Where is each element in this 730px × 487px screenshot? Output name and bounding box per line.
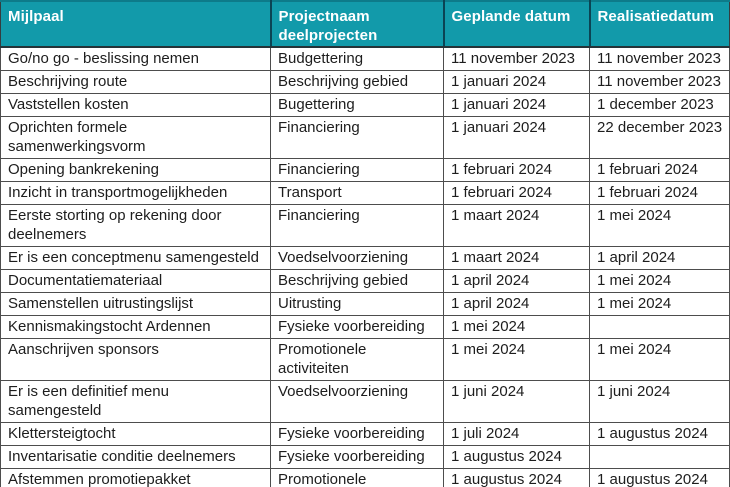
cell-projectnaam: Beschrijving gebied xyxy=(270,70,444,94)
cell-mijlpaal: Kennismakingstocht Ardennen xyxy=(0,315,271,339)
table-row: Samenstellen uitrustingslijst Uitrusting… xyxy=(0,292,730,316)
cell-geplande-datum: 1 mei 2024 xyxy=(443,338,590,381)
cell-geplande-datum: 1 januari 2024 xyxy=(443,93,590,117)
column-header-realisatiedatum: Realisatiedatum xyxy=(589,1,730,48)
cell-realisatiedatum: 1 mei 2024 xyxy=(589,292,730,316)
cell-mijlpaal: Vaststellen kosten xyxy=(0,93,271,117)
cell-mijlpaal: Er is een conceptmenu samengesteld xyxy=(0,246,271,270)
cell-geplande-datum: 1 augustus 2024 xyxy=(443,445,590,469)
cell-mijlpaal: Aanschrijven sponsors xyxy=(0,338,271,381)
cell-geplande-datum: 1 januari 2024 xyxy=(443,116,590,159)
cell-geplande-datum: 1 februari 2024 xyxy=(443,158,590,182)
cell-mijlpaal: Klettersteigtocht xyxy=(0,422,271,446)
cell-projectnaam: Fysieke voorbereiding xyxy=(270,315,444,339)
table-row: Vaststellen kosten Bugettering 1 januari… xyxy=(0,93,730,117)
cell-projectnaam: Transport xyxy=(270,181,444,205)
cell-mijlpaal: Er is een definitief menu samengesteld xyxy=(0,380,271,423)
table-row: Aanschrijven sponsors Promotionele activ… xyxy=(0,338,730,381)
column-header-projectnaam-deelprojecten: Projectnaam deelprojecten xyxy=(270,1,445,48)
table-row: Er is een conceptmenu samengesteld Voeds… xyxy=(0,246,730,270)
table-row: Documentatiemateriaal Beschrijving gebie… xyxy=(0,269,730,293)
cell-realisatiedatum: 1 februari 2024 xyxy=(589,181,730,205)
cell-projectnaam: Financiering xyxy=(270,158,444,182)
table-row: Inventarisatie conditie deelnemers Fysie… xyxy=(0,445,730,469)
cell-projectnaam: Budgettering xyxy=(270,46,444,71)
cell-geplande-datum: 11 november 2023 xyxy=(443,46,590,71)
cell-geplande-datum: 1 augustus 2024 xyxy=(443,468,590,487)
cell-realisatiedatum: 1 februari 2024 xyxy=(589,158,730,182)
cell-realisatiedatum: 11 november 2023 xyxy=(589,46,730,71)
cell-realisatiedatum xyxy=(589,315,730,339)
cell-realisatiedatum: 11 november 2023 xyxy=(589,70,730,94)
table-row: Inzicht in transportmogelijkheden Transp… xyxy=(0,181,730,205)
cell-projectnaam: Fysieke voorbereiding xyxy=(270,445,444,469)
cell-projectnaam: Fysieke voorbereiding xyxy=(270,422,444,446)
cell-realisatiedatum: 1 december 2023 xyxy=(589,93,730,117)
cell-mijlpaal: Inzicht in transportmogelijkheden xyxy=(0,181,271,205)
table-row: Opening bankrekening Financiering 1 febr… xyxy=(0,158,730,182)
cell-mijlpaal: Beschrijving route xyxy=(0,70,271,94)
cell-realisatiedatum xyxy=(589,445,730,469)
cell-geplande-datum: 1 juli 2024 xyxy=(443,422,590,446)
table-row: Go/no go - beslissing nemen Budgettering… xyxy=(0,46,730,71)
cell-geplande-datum: 1 april 2024 xyxy=(443,269,590,293)
cell-geplande-datum: 1 juni 2024 xyxy=(443,380,590,423)
cell-geplande-datum: 1 maart 2024 xyxy=(443,246,590,270)
cell-realisatiedatum: 1 augustus 2024 xyxy=(589,468,730,487)
cell-projectnaam: Promotionele activiteiten xyxy=(270,468,444,487)
cell-projectnaam: Bugettering xyxy=(270,93,444,117)
table-header-row: Mijlpaal Projectnaam deelprojecten Gepla… xyxy=(0,1,730,48)
cell-geplande-datum: 1 maart 2024 xyxy=(443,204,590,247)
cell-mijlpaal: Documentatiemateriaal xyxy=(0,269,271,293)
cell-mijlpaal: Inventarisatie conditie deelnemers xyxy=(0,445,271,469)
table-row: Kennismakingstocht Ardennen Fysieke voor… xyxy=(0,315,730,339)
cell-mijlpaal: Oprichten formele samenwerkingsvorm xyxy=(0,116,271,159)
cell-realisatiedatum: 1 augustus 2024 xyxy=(589,422,730,446)
cell-projectnaam: Financiering xyxy=(270,116,444,159)
cell-realisatiedatum: 1 juni 2024 xyxy=(589,380,730,423)
cell-mijlpaal: Go/no go - beslissing nemen xyxy=(0,46,271,71)
cell-projectnaam: Promotionele activiteiten xyxy=(270,338,444,381)
cell-geplande-datum: 1 januari 2024 xyxy=(443,70,590,94)
table-body: Go/no go - beslissing nemen Budgettering… xyxy=(0,46,730,487)
cell-projectnaam: Uitrusting xyxy=(270,292,444,316)
cell-realisatiedatum: 1 mei 2024 xyxy=(589,338,730,381)
table-row: Afstemmen promotiepakket Promotionele ac… xyxy=(0,468,730,487)
cell-mijlpaal: Eerste storting op rekening door deelnem… xyxy=(0,204,271,247)
cell-projectnaam: Voedselvoorziening xyxy=(270,246,444,270)
cell-realisatiedatum: 22 december 2023 xyxy=(589,116,730,159)
table-row: Oprichten formele samenwerkingsvorm Fina… xyxy=(0,116,730,159)
table-row: Er is een definitief menu samengesteld V… xyxy=(0,380,730,423)
cell-projectnaam: Financiering xyxy=(270,204,444,247)
cell-geplande-datum: 1 april 2024 xyxy=(443,292,590,316)
cell-projectnaam: Voedselvoorziening xyxy=(270,380,444,423)
cell-geplande-datum: 1 februari 2024 xyxy=(443,181,590,205)
cell-geplande-datum: 1 mei 2024 xyxy=(443,315,590,339)
cell-mijlpaal: Samenstellen uitrustingslijst xyxy=(0,292,271,316)
cell-mijlpaal: Opening bankrekening xyxy=(0,158,271,182)
cell-mijlpaal: Afstemmen promotiepakket xyxy=(0,468,271,487)
table-row: Eerste storting op rekening door deelnem… xyxy=(0,204,730,247)
cell-realisatiedatum: 1 mei 2024 xyxy=(589,204,730,247)
cell-realisatiedatum: 1 mei 2024 xyxy=(589,269,730,293)
column-header-geplande-datum: Geplande datum xyxy=(443,1,591,48)
column-header-mijlpaal: Mijlpaal xyxy=(0,1,272,48)
cell-projectnaam: Beschrijving gebied xyxy=(270,269,444,293)
cell-realisatiedatum: 1 april 2024 xyxy=(589,246,730,270)
table-row: Beschrijving route Beschrijving gebied 1… xyxy=(0,70,730,94)
table-row: Klettersteigtocht Fysieke voorbereiding … xyxy=(0,422,730,446)
